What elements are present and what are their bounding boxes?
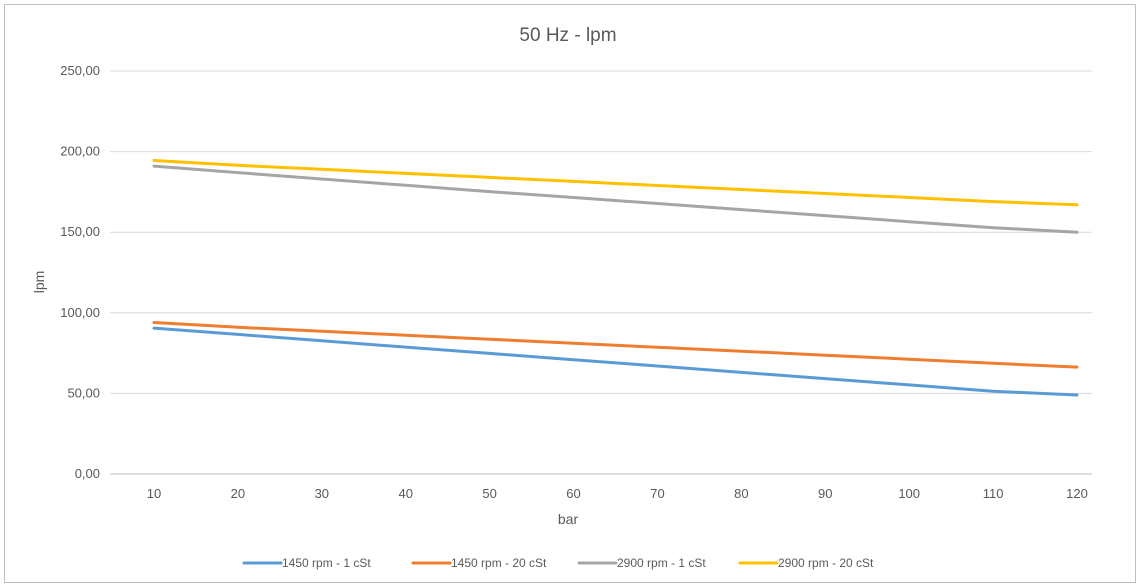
y-tick-label: 0,00	[75, 466, 100, 481]
chart-frame	[4, 4, 1136, 583]
y-tick-label: 250,00	[60, 63, 100, 78]
x-tick-label: 120	[1066, 486, 1088, 501]
y-axis-title: lpm	[31, 271, 47, 294]
x-tick-label: 80	[734, 486, 748, 501]
x-tick-label: 40	[398, 486, 412, 501]
y-tick-label: 100,00	[60, 305, 100, 320]
x-axis-title: bar	[558, 511, 579, 527]
x-axis-ticks: 10 20 30 40 50 60 70 80 90 100 110 120	[147, 486, 1088, 501]
chart-title: 50 Hz - lpm	[519, 25, 616, 46]
series-lines	[152, 159, 1079, 397]
series-line	[152, 159, 1079, 207]
y-tick-label: 200,00	[60, 144, 100, 159]
x-tick-label: 110	[983, 486, 1004, 501]
legend: 1450 rpm - 1 cSt 1450 rpm - 20 cSt 2900 rp…	[242, 556, 874, 570]
y-tick-label: 50,00	[67, 385, 100, 400]
y-tick-label: 150,00	[60, 224, 100, 239]
legend-label: 2900 rpm - 1 cSt	[617, 556, 706, 570]
x-tick-label: 100	[898, 486, 920, 501]
x-tick-label: 90	[818, 486, 832, 501]
x-tick-label: 50	[482, 486, 496, 501]
gridlines	[110, 70, 1092, 475]
x-tick-label: 10	[147, 486, 161, 501]
y-axis-ticks: 0,00 50,00 100,00 150,00 200,00 250,00	[60, 63, 100, 481]
legend-label: 1450 rpm - 1 cSt	[282, 556, 371, 570]
series-line	[152, 164, 1079, 234]
x-tick-label: 60	[566, 486, 580, 501]
legend-label: 2900 rpm - 20 cSt	[778, 556, 874, 570]
x-tick-label: 30	[315, 486, 329, 501]
series-line	[152, 321, 1079, 369]
series-line	[152, 326, 1079, 397]
x-tick-label: 70	[650, 486, 664, 501]
legend-label: 1450 rpm - 20 cSt	[451, 556, 547, 570]
x-tick-label: 20	[231, 486, 245, 501]
